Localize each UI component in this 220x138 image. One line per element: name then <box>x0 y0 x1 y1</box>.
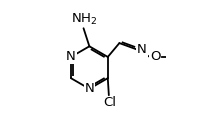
Text: Cl: Cl <box>103 96 116 109</box>
Text: O: O <box>150 50 160 63</box>
Text: N: N <box>66 50 76 63</box>
Text: NH$_2$: NH$_2$ <box>71 12 98 27</box>
Text: N: N <box>84 82 94 95</box>
Text: N: N <box>137 43 147 56</box>
